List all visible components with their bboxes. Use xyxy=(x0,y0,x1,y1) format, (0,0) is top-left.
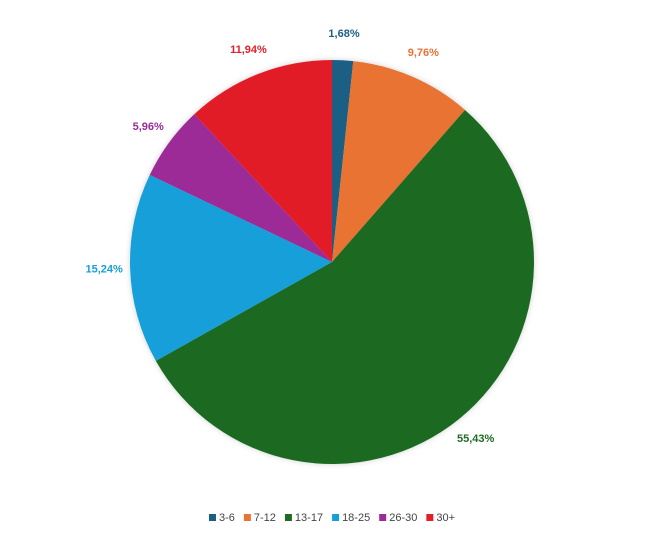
legend-item: 30+ xyxy=(426,512,455,524)
pie-slice xyxy=(149,114,332,262)
pie xyxy=(129,60,535,464)
legend-item: 7-12 xyxy=(243,512,276,524)
pie-slice xyxy=(129,174,332,361)
legend-item: 18-25 xyxy=(332,512,370,524)
legend-label: 3-6 xyxy=(219,512,235,524)
pie-slice xyxy=(194,60,332,262)
legend-label: 7-12 xyxy=(254,512,276,524)
legend-item: 26-30 xyxy=(379,512,417,524)
legend-swatch xyxy=(284,514,292,521)
legend-label: 18-25 xyxy=(342,512,370,524)
value-label: 15,24% xyxy=(85,263,123,275)
value-label: 9,76% xyxy=(408,47,439,59)
legend-swatch xyxy=(208,514,216,521)
legend-swatch xyxy=(379,514,387,521)
pie-slice xyxy=(332,61,466,262)
legend-label: 13-17 xyxy=(295,512,323,524)
value-label: 1,68% xyxy=(328,28,359,40)
legend-swatch xyxy=(332,514,340,521)
legend-label: 26-30 xyxy=(389,512,417,524)
legend-label: 30+ xyxy=(436,512,455,524)
legend-swatch xyxy=(426,514,434,521)
value-label: 5,96% xyxy=(133,121,164,133)
pie-slice xyxy=(155,109,535,464)
value-label: 55,43% xyxy=(457,433,495,445)
pie-slice xyxy=(332,60,354,262)
legend-swatch xyxy=(243,514,251,521)
value-label: 11,94% xyxy=(230,44,267,56)
legend-item: 3-6 xyxy=(208,512,235,524)
legend-item: 13-17 xyxy=(284,512,323,524)
value-labels: 1,68% 9,76% 55,43% 15,24% 5,96% 11,94% xyxy=(85,28,494,445)
legend: 3-6 7-12 13-17 18-25 26-30 30+ xyxy=(208,512,455,524)
